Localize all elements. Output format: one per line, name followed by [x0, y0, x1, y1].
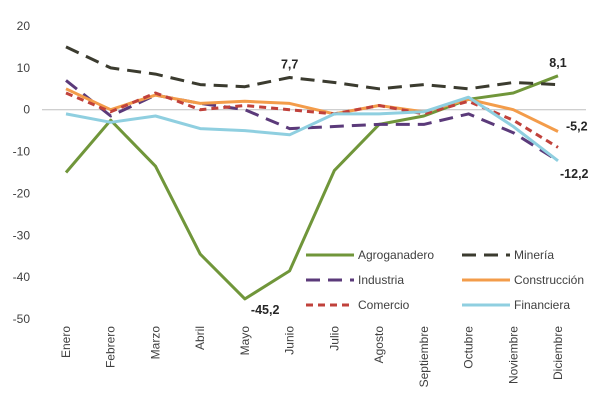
x-tick-label: Mayo: [238, 326, 252, 356]
series-line-financiera: [65, 95, 559, 162]
data-label: 7,7: [281, 57, 298, 71]
y-tick-label: -40: [13, 270, 31, 284]
x-tick-label: Junio: [283, 326, 297, 355]
x-tick-label: Diciembre: [551, 326, 565, 380]
x-tick-label: Septiembre: [417, 326, 431, 388]
x-tick-label: Abril: [193, 326, 207, 350]
x-tick-label: Noviembre: [506, 326, 520, 384]
y-tick-label: -20: [13, 186, 31, 200]
y-tick-label: 20: [17, 19, 31, 33]
legend-label: Agroganadero: [358, 248, 434, 262]
legend-label: Industria: [358, 273, 404, 287]
legend-label: Comercio: [358, 298, 410, 312]
legend-item: Agroganadero: [306, 248, 434, 262]
data-label: -5,2: [566, 119, 588, 133]
x-axis: Enero Febrero Marzo Abril Mayo Junio Julio Agos…: [42, 109, 586, 388]
data-annotations: 7,7 8,1 -45,2 -5,2 -12,2: [251, 56, 589, 317]
legend-label: Financiera: [514, 298, 570, 312]
legend-label: Construcción: [514, 273, 584, 287]
y-tick-label: 10: [17, 61, 31, 75]
legend-label: Minería: [514, 248, 554, 262]
data-label: -12,2: [560, 167, 589, 181]
y-tick-label: -50: [13, 312, 31, 326]
data-label: 8,1: [549, 56, 566, 70]
legend-item: Comercio: [306, 298, 410, 312]
x-tick-label: Febrero: [104, 326, 118, 368]
data-label: -45,2: [251, 303, 280, 317]
x-tick-label: Marzo: [148, 326, 162, 360]
series-line-minería: [65, 45, 559, 91]
series-lines: [64, 45, 559, 301]
series-line-comercio: [65, 91, 559, 149]
series-line-agroganadero: [64, 74, 559, 301]
y-axis: 20 10 0 -10 -20 -30 -40 -50: [13, 19, 31, 326]
legend-item: Financiera: [462, 298, 570, 312]
legend-item: Construcción: [462, 273, 584, 287]
legend: Agroganadero Minería Industria Construcción…: [306, 248, 584, 312]
y-tick-label: 0: [23, 103, 30, 117]
legend-item: Minería: [462, 248, 554, 262]
x-tick-label: Octubre: [462, 326, 476, 369]
x-tick-label: Agosto: [372, 326, 386, 364]
y-tick-label: -10: [13, 145, 31, 159]
y-tick-label: -30: [13, 228, 31, 242]
legend-item: Industria: [306, 273, 404, 287]
x-tick-label: Julio: [327, 326, 341, 351]
x-tick-label: Enero: [59, 326, 73, 358]
